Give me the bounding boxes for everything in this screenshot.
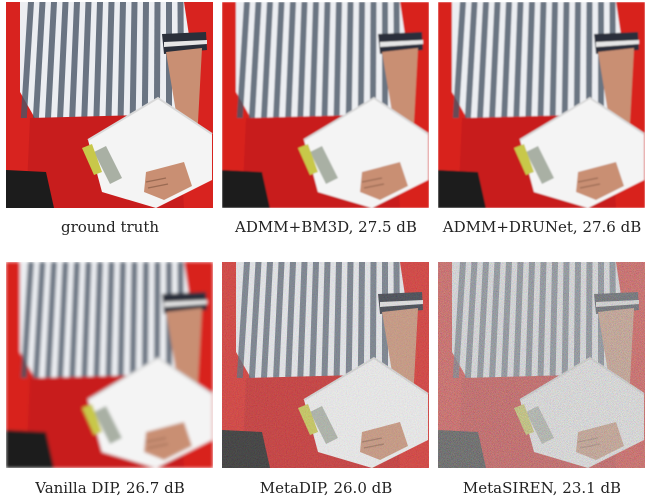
caption-metasiren: MetaSIREN, 23.1 dB: [462, 479, 622, 497]
image-admm-drunet: [438, 2, 645, 208]
caption-admm-drunet: ADMM+DRUNet, 27.6 dB: [442, 218, 642, 236]
image-vanilla-dip: [6, 262, 213, 468]
image-admm-bm3d: [222, 2, 429, 208]
caption-vanilla-dip: Vanilla DIP, 26.7 dB: [35, 479, 185, 497]
caption-ground-truth: ground truth: [60, 218, 160, 236]
caption-admm-bm3d: ADMM+BM3D, 27.5 dB: [235, 218, 417, 236]
image-metadip: [222, 262, 429, 468]
caption-metadip: MetaDIP, 26.0 dB: [259, 479, 393, 497]
image-ground-truth: [6, 2, 213, 208]
image-metasiren: [438, 262, 645, 468]
